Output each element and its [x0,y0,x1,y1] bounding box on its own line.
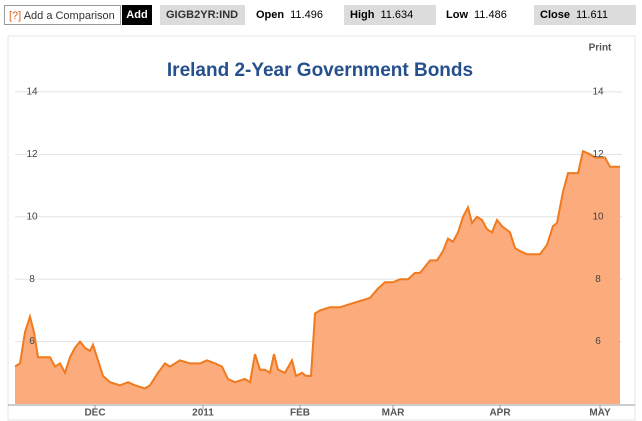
ticker: GIGB2YR:IND [160,5,245,25]
y-tick-label: 6 [29,336,35,347]
stat: High 11.634 [344,5,436,25]
stat: Low 11.486 [440,5,530,25]
comparison-input[interactable]: [?] Add a Comparison [4,5,121,25]
y-tick-label: 10 [26,211,38,222]
stat-value: 11.634 [380,9,414,21]
toolbar: [?] Add a Comparison Add GIGB2YR:IND Ope… [0,0,642,30]
stat-label: Open [256,9,285,21]
x-tick-label: FEB [290,408,310,419]
x-tick-label: MAY [589,408,611,419]
stat: Open 11.496 [250,5,338,25]
stat: Close 11.611 [534,5,636,25]
placeholder: Add a Comparison [23,10,115,22]
x-tick-label: DEC [84,408,105,419]
y-tick-label: 12 [592,149,604,160]
chart-frame [7,35,636,421]
stat-value: 11.611 [575,9,608,21]
stat-value: 11.486 [474,9,507,21]
print-link[interactable]: Print [589,43,612,54]
add-button[interactable]: Add [122,5,152,25]
x-tick-label: APR [489,408,511,419]
y-tick-label: 8 [29,274,35,285]
y-tick-label: 14 [26,87,38,98]
stat-label: High [350,9,375,21]
chart-title: Ireland 2-Year Government Bonds [167,60,473,81]
y-tick-label: 12 [26,149,38,160]
stat-label: Low [446,9,468,21]
help[interactable]: [?] [9,10,22,22]
y-tick-label: 8 [595,274,601,285]
x-tick-label: MAR [382,408,406,419]
y-tick-label: 10 [592,211,604,222]
y-tick-label: 14 [592,87,604,98]
x-tick-label: 2011 [192,408,214,419]
stat-label: Close [540,9,570,21]
area [15,151,620,404]
line [14,149,620,390]
y-tick-label: 6 [595,336,601,347]
stat-value: 11.496 [290,9,323,21]
